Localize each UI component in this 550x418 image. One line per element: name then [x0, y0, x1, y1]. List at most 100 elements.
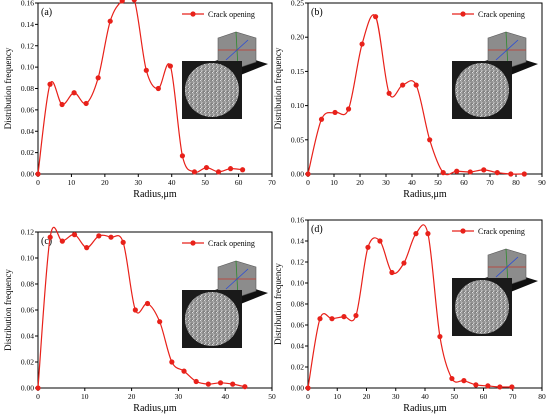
data-point [413, 82, 419, 88]
x-tick-label: 0 [306, 392, 310, 401]
y-tick-label: 0.08 [21, 84, 34, 93]
y-tick-label: 0.25 [291, 0, 304, 8]
y-tick-label: 0.04 [21, 332, 34, 341]
data-point [239, 167, 246, 173]
data-point [401, 260, 407, 266]
data-point [353, 312, 359, 319]
y-tick-label: 0.15 [291, 67, 304, 76]
legend-marker [190, 240, 196, 246]
y-tick-label: 0.00 [291, 384, 304, 393]
data-point [377, 238, 383, 244]
x-tick-label: 70 [486, 178, 494, 187]
x-tick-label: 60 [460, 178, 468, 187]
x-tick-label: 30 [382, 178, 390, 187]
x-tick-label: 10 [334, 392, 342, 401]
y-tick-label: 0.00 [21, 170, 34, 179]
x-tick-label: 50 [201, 178, 209, 187]
y-tick-label: 0.20 [291, 33, 304, 42]
y-axis-label: Distribution frequency [3, 47, 13, 129]
data-point [305, 385, 311, 391]
data-point [461, 378, 467, 384]
x-tick-label: 20 [101, 178, 109, 187]
data-point [132, 307, 138, 313]
panel-c: 0 10 20 30 40 50 0.00 0.02 0.04 0.06 0.08 0.10 0.12 R… [3, 226, 276, 414]
data-point [386, 90, 392, 96]
x-axis-label: Radius,μm [403, 189, 447, 200]
data-point [317, 316, 323, 322]
y-tick-label: 0.00 [21, 384, 34, 393]
data-point [167, 63, 173, 69]
data-point [440, 170, 446, 176]
data-point [35, 385, 41, 391]
y-tick-label: 0.04 [291, 342, 304, 351]
y-tick-label: 0.04 [21, 127, 34, 136]
data-point [389, 269, 395, 276]
x-tick-label: 70 [509, 392, 517, 401]
x-axis-label: Radius,μm [403, 403, 447, 414]
x-tick-label: 0 [306, 178, 310, 187]
legend-marker [460, 11, 466, 17]
x-tick-label: 40 [221, 392, 229, 401]
x-tick-label: 20 [128, 392, 136, 401]
y-tick-label: 0.16 [21, 0, 34, 8]
data-point [449, 375, 455, 382]
data-point [345, 106, 352, 112]
x-tick-label: 30 [175, 392, 183, 401]
data-point [179, 153, 186, 159]
data-point [59, 238, 65, 244]
y-axis-label: Distribution frequency [273, 47, 283, 129]
y-tick-label: 0.02 [21, 358, 34, 367]
data-point [119, 0, 125, 4]
y-tick-label: 0.14 [291, 237, 304, 246]
x-axis-label: Radius,μm [133, 403, 177, 414]
y-tick-label: 0.02 [21, 148, 34, 157]
data-point [318, 116, 325, 122]
data-point [494, 170, 500, 176]
x-tick-label: 0 [36, 178, 40, 187]
data-point [144, 300, 151, 307]
x-tick-label: 60 [235, 178, 243, 187]
inset-axis-blue [225, 39, 249, 61]
data-point [467, 169, 473, 175]
data-point [131, 0, 137, 3]
data-point [305, 171, 311, 177]
data-point [332, 109, 338, 116]
plot-frame [307, 2, 543, 175]
data-point [481, 167, 487, 173]
x-tick-label: 60 [480, 392, 488, 401]
x-tick-label: 80 [512, 178, 520, 187]
y-tick-label: 0.06 [21, 105, 34, 114]
inset-ct-slice [452, 278, 512, 336]
x-tick-label: 50 [268, 392, 276, 401]
y-tick-label: 0.08 [21, 280, 34, 289]
x-tick-label: 70 [268, 178, 276, 187]
data-point [71, 90, 77, 96]
data-point [365, 244, 371, 250]
data-point [203, 164, 210, 171]
legend-marker [190, 11, 196, 17]
data-point [193, 378, 199, 385]
data-point [227, 166, 234, 172]
data-point [230, 381, 236, 387]
panel-b: 0 10 20 30 40 50 60 70 80 90 0.00 0.05 0.10 0.15 0.20 0… [273, 0, 546, 200]
data-point [181, 368, 187, 374]
panel-label: (c) [41, 236, 52, 247]
inset-ct-disc [455, 280, 509, 334]
data-point [107, 18, 113, 24]
data-point [205, 381, 211, 387]
data-point [35, 171, 41, 177]
data-point [373, 14, 379, 20]
data-point [437, 333, 443, 340]
x-tick-label: 30 [135, 178, 143, 187]
legend-label: Crack opening [478, 227, 525, 236]
x-tick-label: 50 [451, 392, 459, 401]
x-tick-label: 10 [81, 392, 89, 401]
data-point [95, 75, 101, 81]
x-tick-label: 40 [168, 178, 176, 187]
data-point [400, 82, 406, 88]
panel-d: 0 10 20 30 40 50 60 70 80 0.00 0.02 0.04 0.06 0.08 0.1… [273, 216, 546, 415]
inset-ct-disc [185, 63, 239, 117]
inset-axis-blue [225, 268, 249, 290]
data-point [521, 171, 527, 177]
data-point [108, 234, 114, 240]
